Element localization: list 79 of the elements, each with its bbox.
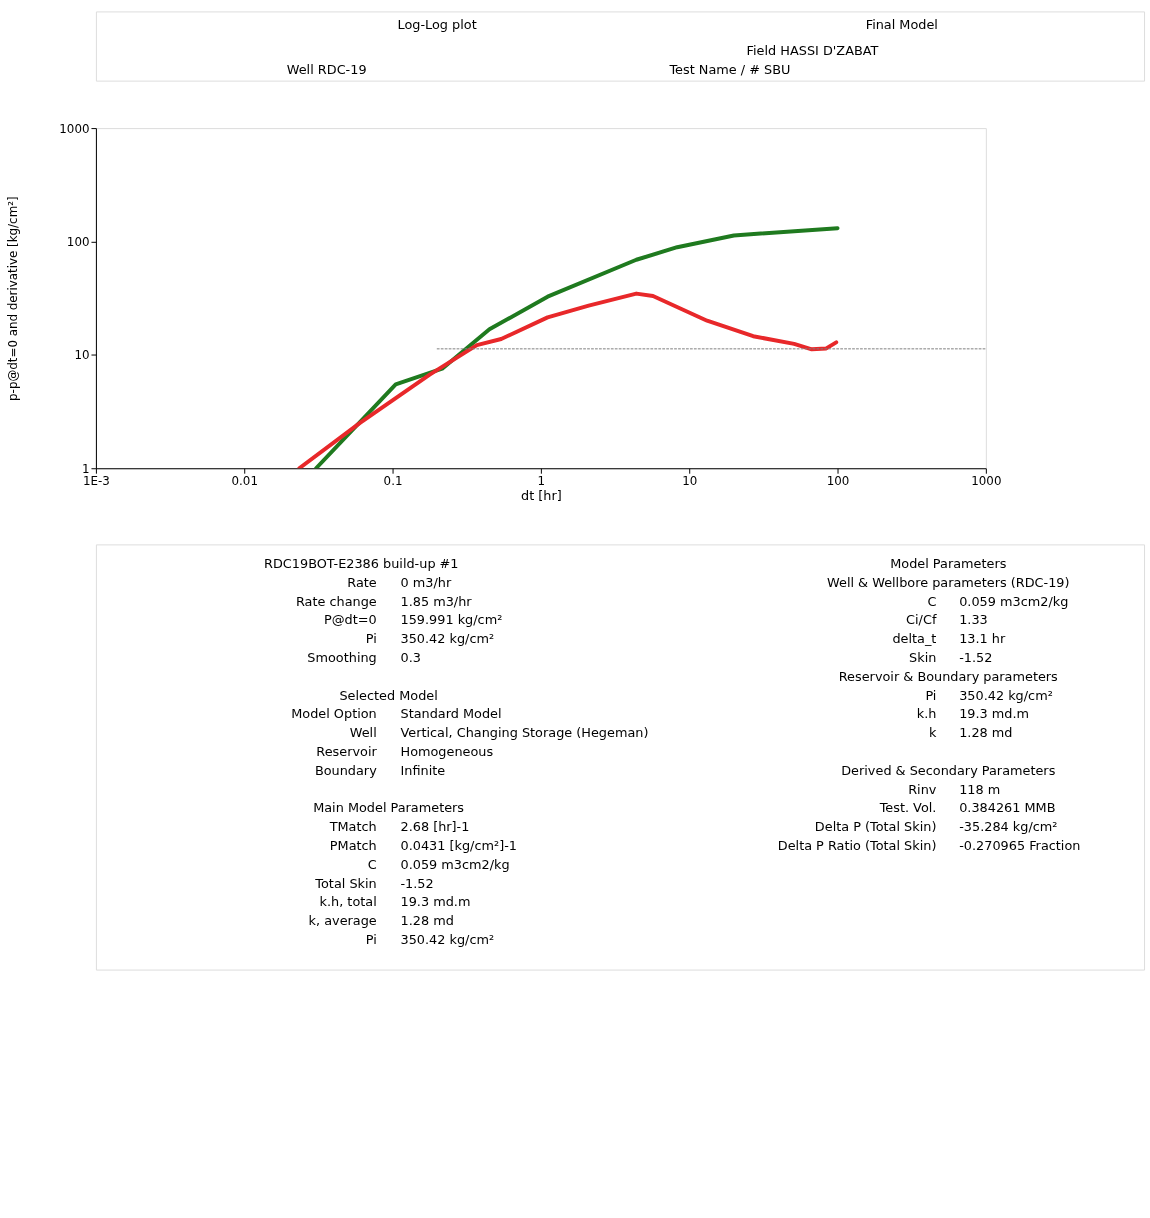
text: 1.33 [959,612,988,628]
y-tick-label: 100 [66,234,90,249]
text: C [927,593,937,609]
x-axis-title: dt [hr] [521,488,562,504]
text: -35.284 kg/cm² [959,819,1058,835]
y-tick-label: 1000 [59,121,90,136]
text: Field HASSI D'ZABAT [746,42,879,58]
text: 0 m3/hr [400,574,452,590]
text: 0.0431 [kg/cm²]-1 [400,837,517,853]
text: 1.28 md [400,913,454,929]
text: Delta P (Total Skin) [814,819,937,835]
text: -1.52 [959,650,993,666]
text: 0.384261 MMB [959,800,1056,816]
text: Well RDC-19 [286,61,367,77]
y-tick-label: 10 [74,348,90,363]
text: Homogeneous [400,744,494,759]
text: TMatch [328,819,377,835]
text: 118 m [959,781,1001,797]
text: Main Model Parameters [313,800,465,816]
chart-title: Log-Log plot [397,17,477,33]
text: Model Parameters [890,556,1007,572]
text: 19.3 md.m [959,706,1030,722]
text: k.h, total [319,894,377,910]
text: 0.3 [400,650,421,666]
text: delta_t [892,631,937,647]
text: Rate [347,574,377,590]
text: 159.991 kg/cm² [400,612,503,628]
text: 13.1 hr [959,631,1006,647]
x-tick-label: 0.1 [383,473,403,488]
text: Derived & Secondary Parameters [841,762,1056,778]
text: k [928,725,937,741]
text: Model Option [291,706,377,722]
text: Well [349,725,377,741]
text: Smoothing [307,650,377,666]
text: k.h [916,706,937,722]
text: k, average [308,913,377,929]
text: Test. Vol. [878,800,937,816]
text: -1.52 [400,875,434,891]
text: PMatch [329,837,377,853]
text: 350.42 kg/cm² [959,687,1053,703]
text: Total Skin [314,875,377,891]
text: C [367,856,377,872]
text: Standard Model [400,706,502,722]
text: Reservoir & Boundary parameters [838,668,1059,684]
chart-subtitle: Final Model [865,17,938,33]
text: RDC19BOT-E2386 build-up #1 [264,556,459,572]
text: Skin [909,650,937,666]
text: Rate change [295,593,377,609]
text: 2.68 [hr]-1 [400,819,470,835]
y-axis-title: p-p@dt=0 and derivative [kg/cm²] [5,196,20,401]
text: 0.059 m3cm2/kg [400,856,510,872]
text: Boundary [314,762,378,778]
text: P@dt=0 [324,612,377,628]
text: Test Name / # SBU [668,61,791,77]
text: 350.42 kg/cm² [400,631,495,647]
text: Pi [925,687,937,703]
x-tick-label: 1E-3 [82,473,110,488]
text: Pi [365,631,377,647]
x-tick-label: 10 [682,473,698,488]
text: Selected Model [339,687,438,703]
x-tick-label: 1 [537,473,546,488]
text: Reservoir [316,744,378,759]
x-tick-label: 0.01 [231,473,258,488]
x-tick-label: 1000 [971,473,1002,488]
text: Delta P Ratio (Total Skin) [777,837,937,853]
text: Rinv [908,781,937,797]
text: -0.270965 Fraction [959,837,1081,853]
text: Well & Wellbore parameters (RDC-19) [827,574,1070,590]
x-tick-label: 100 [826,473,850,488]
text: 0.059 m3cm2/kg [959,593,1069,609]
text: Pi [365,931,377,947]
text: 1.28 md [959,725,1013,741]
y-tick-label: 1 [81,461,90,476]
text: Ci/Cf [906,612,937,628]
text: Vertical, Changing Storage (Hegeman) [400,725,649,741]
text: 19.3 md.m [400,894,471,910]
text: Infinite [400,762,446,778]
text: 350.42 kg/cm² [400,931,495,947]
text: 1.85 m3/hr [400,593,473,609]
